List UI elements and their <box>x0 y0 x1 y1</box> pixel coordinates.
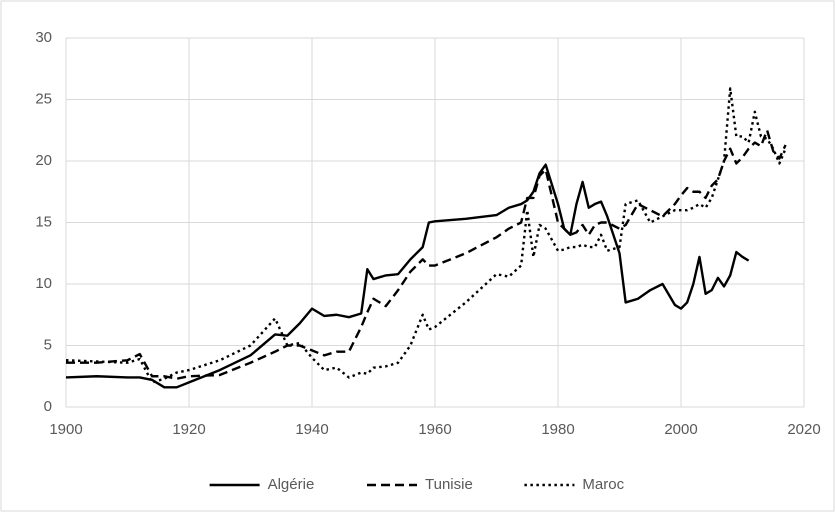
legend-label: Maroc <box>582 476 624 493</box>
series-line <box>65 87 787 384</box>
x-tick-label: 2020 <box>787 421 820 438</box>
x-tick-label: 2000 <box>664 421 697 438</box>
x-tick-label: 1980 <box>541 421 574 438</box>
x-tick-label: 1900 <box>49 421 82 438</box>
legend-label: Algérie <box>268 476 315 493</box>
series-line <box>66 129 787 380</box>
x-tick-label: 1960 <box>418 421 451 438</box>
y-tick-label: 10 <box>35 275 52 292</box>
y-tick-label: 25 <box>35 90 52 107</box>
y-tick-label: 5 <box>44 336 52 353</box>
y-tick-label: 30 <box>35 29 52 46</box>
y-tick-label: 0 <box>44 398 52 415</box>
x-tick-label: 1940 <box>295 421 328 438</box>
y-tick-label: 20 <box>35 152 52 169</box>
x-tick-label: 1920 <box>172 421 205 438</box>
legend-label: Tunisie <box>425 476 473 493</box>
series-line <box>65 163 750 389</box>
y-tick-label: 15 <box>35 213 52 230</box>
